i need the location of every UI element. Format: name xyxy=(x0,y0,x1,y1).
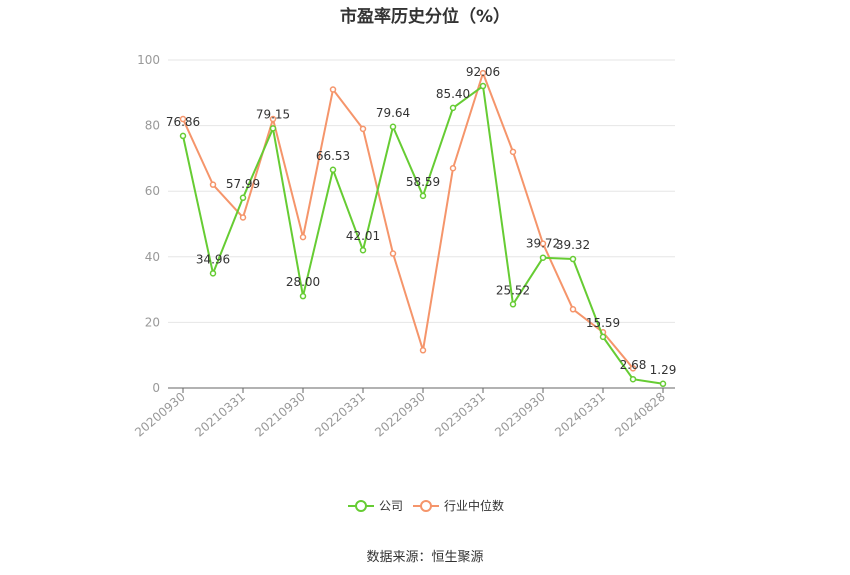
data-point-industry-20210930 xyxy=(299,233,307,241)
data-label-20230331: 92.06 xyxy=(466,65,500,79)
data-point-company-20220331 xyxy=(359,246,367,254)
data-label-20240630: 2.68 xyxy=(620,358,647,372)
data-point-company-20210331 xyxy=(239,194,247,202)
data-label-20201231: 34.96 xyxy=(196,252,230,266)
data-label-20200930: 76.86 xyxy=(166,115,200,129)
data-point-industry-20220331 xyxy=(359,125,367,133)
data-point-industry-20220930 xyxy=(419,347,427,354)
data-point-industry-20230930 xyxy=(539,240,547,247)
data-point-industry-20201231 xyxy=(209,181,217,188)
data-point-company-20240331 xyxy=(599,333,607,341)
y-tick-label-40: 40 xyxy=(145,250,160,264)
y-tick-label-60: 60 xyxy=(145,184,160,198)
data-point-company-20211231 xyxy=(329,166,337,174)
legend-company-label: 公司 xyxy=(379,499,403,513)
data-point-company-20230331 xyxy=(479,82,487,90)
x-tick-label-20210930: 20210930 xyxy=(252,390,308,440)
data-point-industry-20231231 xyxy=(569,306,577,313)
data-point-industry-20210331 xyxy=(239,214,247,221)
data-point-company-20231231 xyxy=(569,255,577,263)
data-point-company-20240630 xyxy=(629,375,637,383)
y-tick-label-20: 20 xyxy=(145,315,160,329)
data-label-20230930: 39.72 xyxy=(526,237,560,251)
data-label-20240331: 15.59 xyxy=(586,316,620,330)
y-tick-label-100: 100 xyxy=(137,53,160,67)
x-tick-label-20230331: 20230331 xyxy=(432,390,488,440)
data-point-company-20230630 xyxy=(509,301,517,308)
x-tick-label-20220331: 20220331 xyxy=(312,390,368,440)
data-label-20221231: 85.40 xyxy=(436,87,470,101)
x-tick-label-20200930: 20200930 xyxy=(132,390,188,440)
data-point-company-20201231 xyxy=(209,270,217,277)
data-label-20231231: 39.32 xyxy=(556,238,590,252)
data-label-20220930: 58.59 xyxy=(406,175,440,189)
series-line-industry-median xyxy=(182,72,634,369)
data-point-industry-20230630 xyxy=(509,148,517,156)
data-point-company-20210930 xyxy=(299,292,307,300)
data-point-company-20220630 xyxy=(389,123,397,131)
legend-industry-median-marker xyxy=(420,500,432,512)
x-tick-label-20240331: 20240331 xyxy=(552,390,608,440)
y-tick-label-0: 0 xyxy=(152,381,160,395)
data-label-20210630: 79.15 xyxy=(256,107,290,121)
legend-company-marker xyxy=(355,500,367,512)
data-label-20240828: 1.29 xyxy=(650,363,677,377)
y-tick-label-80: 80 xyxy=(145,119,160,133)
data-label-20210331: 57.99 xyxy=(226,177,260,191)
data-label-20230630: 25.52 xyxy=(496,283,530,297)
data-label-20220630: 79.64 xyxy=(376,106,410,120)
data-point-company-20200930 xyxy=(179,132,187,140)
x-tick-label-20230930: 20230930 xyxy=(492,390,548,440)
data-point-industry-20211231 xyxy=(329,86,337,93)
data-point-company-20220930 xyxy=(419,192,427,200)
data-point-industry-20230331 xyxy=(479,69,487,77)
data-label-20210930: 28.00 xyxy=(286,275,320,289)
data-source: 数据来源：恒生聚源 xyxy=(366,550,484,565)
series-line-company xyxy=(182,85,664,385)
data-point-industry-20200930 xyxy=(179,115,187,123)
data-point-company-20240828 xyxy=(659,380,667,388)
data-label-20211231: 66.53 xyxy=(316,149,350,163)
data-point-industry-20240630 xyxy=(629,365,637,372)
x-tick-label-20210331: 20210331 xyxy=(192,390,248,440)
data-point-industry-20221231 xyxy=(449,164,457,172)
data-point-company-20210630 xyxy=(269,125,277,132)
data-point-industry-20220630 xyxy=(389,250,397,257)
data-point-company-20230930 xyxy=(539,254,547,261)
data-label-20220331: 42.01 xyxy=(346,229,380,243)
x-tick-label-20240828: 20240828 xyxy=(612,390,668,440)
data-point-industry-20210630 xyxy=(269,115,277,123)
chart-title: 市盈率历史分位（%） xyxy=(339,7,511,27)
data-point-company-20221231 xyxy=(449,104,457,112)
x-tick-label-20220930: 20220930 xyxy=(372,390,428,440)
legend-industry-median-label: 行业中位数 xyxy=(444,498,504,513)
